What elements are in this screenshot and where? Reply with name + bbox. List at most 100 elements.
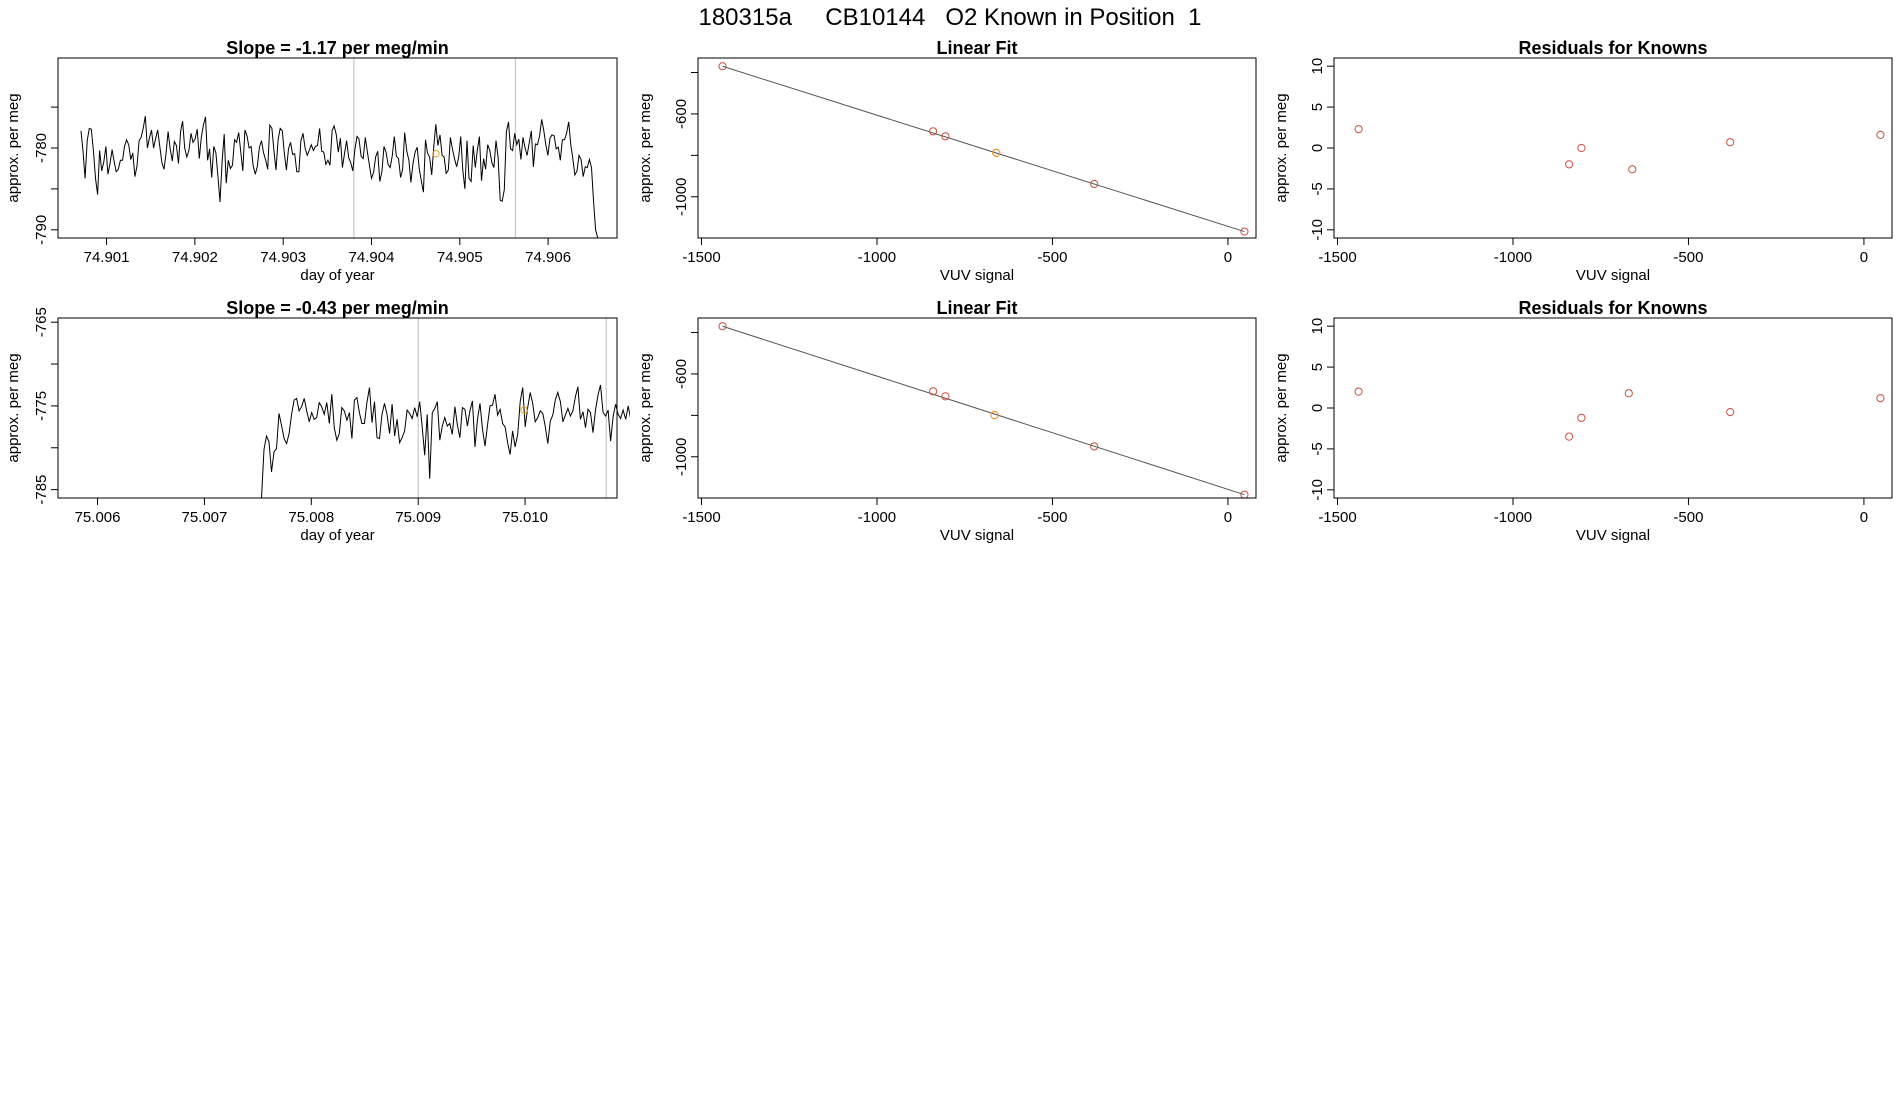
series-line (80, 116, 599, 239)
data-point (718, 62, 727, 71)
x-axis-label: VUV signal (940, 267, 1014, 284)
data-point (1240, 227, 1249, 236)
y-tick-label: 10 (1309, 58, 1326, 75)
x-tick-label: 74.903 (260, 249, 306, 266)
plot-frame (1333, 57, 1893, 239)
y-tick-label: -5 (1309, 182, 1326, 195)
data-point (929, 387, 938, 396)
y-tick-label: -790 (33, 215, 50, 245)
x-axis-label: VUV signal (1576, 267, 1650, 284)
y-axis-label: approx. per meg (1273, 353, 1290, 462)
data-point (1090, 179, 1099, 189)
x-tick-label: 74.902 (172, 249, 218, 266)
chart-title: Slope = -1.17 per meg/min (226, 38, 449, 58)
x-tick-label: -1500 (1318, 509, 1356, 526)
y-tick-label: -1000 (673, 178, 690, 216)
data-point (1876, 394, 1885, 403)
linear-fit-plot-2: -1500 -1000 -500 0 -1000 -600 Linear Fit VUV si… (637, 298, 1257, 544)
chart-title: Slope = -0.43 per meg/min (226, 298, 449, 318)
chart-title: Linear Fit (936, 298, 1017, 318)
highlight-point (432, 150, 440, 158)
x-tick-label: -1000 (858, 509, 896, 526)
y-tick-label: -765 (33, 307, 50, 337)
highlight-point (520, 406, 528, 414)
series-line (58, 384, 630, 499)
data-point (941, 132, 950, 141)
y-axis-label: approx. per meg (637, 353, 654, 462)
x-axis-label: day of year (300, 527, 374, 544)
x-tick-label: -1500 (682, 249, 720, 266)
x-tick-label: -500 (1673, 509, 1703, 526)
y-tick-label: -600 (673, 99, 690, 129)
x-tick-label: -1500 (682, 509, 720, 526)
data-point (718, 322, 727, 331)
y-axis-label: approx. per meg (5, 353, 22, 462)
data-point (1624, 389, 1633, 398)
y-tick-label: -5 (1309, 442, 1326, 455)
x-tick-label: 75.006 (75, 509, 121, 526)
x-tick-label: 75.010 (502, 509, 548, 526)
data-point (1628, 165, 1637, 174)
x-tick-label: 0 (1860, 249, 1868, 266)
chart-title: Residuals for Knowns (1518, 298, 1707, 318)
data-point (1577, 413, 1586, 422)
x-tick-label: 74.906 (525, 249, 571, 266)
residuals-plot-2: -1500 -1000 -500 0 -10 -5 0 5 10 Residuals for Kn… (1273, 298, 1893, 544)
data-point (1240, 490, 1249, 499)
y-tick-label: -10 (1309, 219, 1326, 241)
chart-title: Linear Fit (936, 38, 1017, 58)
y-tick-label: -775 (33, 391, 50, 421)
y-tick-label: 0 (1309, 404, 1326, 412)
linear-fit-plot-1: -1500 -1000 -500 0 -1000 -600 Linear Fit VUV si… (637, 38, 1257, 284)
data-point (929, 127, 938, 136)
x-tick-label: -1000 (858, 249, 896, 266)
x-tick-label: 75.007 (181, 509, 227, 526)
fit-line (722, 65, 1245, 233)
highlight-point (990, 411, 999, 420)
y-axis-label: approx. per meg (5, 93, 22, 202)
data-point (1354, 125, 1363, 134)
data-point (1090, 442, 1099, 451)
y-tick-label: -785 (33, 475, 50, 505)
y-tick-label: 5 (1309, 363, 1326, 371)
x-tick-label: 0 (1224, 249, 1232, 266)
fit-line (722, 325, 1245, 496)
x-axis-label: VUV signal (1576, 527, 1650, 544)
y-tick-label: -780 (33, 133, 50, 163)
y-tick-label: -600 (673, 359, 690, 389)
y-tick-label: -10 (1309, 479, 1326, 501)
x-tick-label: -500 (1037, 509, 1067, 526)
x-axis-label: day of year (300, 267, 374, 284)
x-tick-label: 75.008 (288, 509, 334, 526)
highlight-point (992, 148, 1001, 157)
x-tick-label: -1500 (1318, 249, 1356, 266)
x-tick-label: -1000 (1494, 509, 1532, 526)
residuals-plot-1: -1500 -1000 -500 0 -10 -5 0 5 10 Residuals for Kn… (1273, 38, 1893, 284)
x-tick-label: -500 (1037, 249, 1067, 266)
y-tick-label: 10 (1309, 318, 1326, 335)
x-tick-label: 0 (1224, 509, 1232, 526)
data-point (1726, 138, 1735, 147)
x-tick-label: 74.901 (84, 249, 130, 266)
x-axis-label: VUV signal (940, 527, 1014, 544)
plot-frame (1333, 317, 1893, 499)
y-tick-label: -1000 (673, 438, 690, 476)
plot-frame (697, 317, 1257, 499)
page-title: 180315a CB10144 O2 Known in Position 1 (698, 4, 1202, 31)
x-tick-label: -500 (1673, 249, 1703, 266)
data-point (1726, 407, 1735, 417)
time-series-plot-1: 74.901 74.902 74.903 74.904 74.905 74.906 -790… (5, 38, 618, 284)
data-point (1565, 160, 1574, 169)
data-point (1876, 130, 1885, 140)
x-tick-label: 75.009 (395, 509, 441, 526)
plot-frame (697, 57, 1257, 239)
plot-frame (57, 317, 618, 499)
x-tick-label: -1000 (1494, 249, 1532, 266)
data-point (1354, 387, 1363, 396)
y-tick-label: 5 (1309, 103, 1326, 111)
time-series-plot-2: 75.006 75.007 75.008 75.009 75.010 -785 -775 -7… (5, 298, 630, 544)
x-tick-label: 74.904 (349, 249, 395, 266)
y-axis-label: approx. per meg (637, 93, 654, 202)
data-point (1577, 143, 1586, 153)
x-tick-label: 74.905 (437, 249, 483, 266)
